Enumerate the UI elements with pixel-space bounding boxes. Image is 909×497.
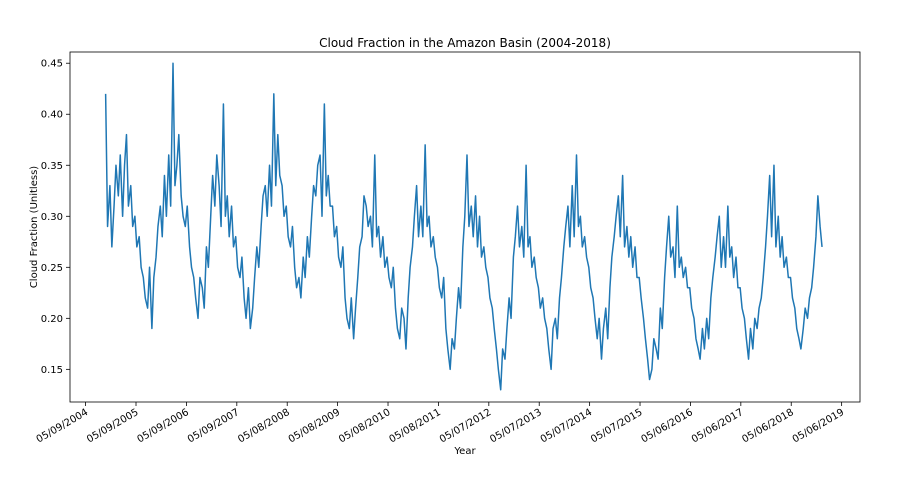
y-tick-label: 0.20 (41, 314, 63, 325)
y-tick-label: 0.45 (41, 59, 63, 70)
data-line (104, 62, 823, 391)
y-tick-label: 0.25 (41, 263, 63, 274)
y-tick-label: 0.35 (41, 161, 63, 172)
plot-frame (69, 51, 861, 403)
chart-title: Cloud Fraction in the Amazon Basin (2004… (319, 36, 611, 50)
y-tick-label: 0.15 (41, 365, 63, 376)
y-tick-label: 0.30 (41, 212, 63, 223)
y-axis-label: Cloud Fraction (Unitless) (29, 166, 40, 288)
y-tick-label: 0.40 (41, 110, 63, 121)
x-axis-label: Year (453, 446, 476, 457)
